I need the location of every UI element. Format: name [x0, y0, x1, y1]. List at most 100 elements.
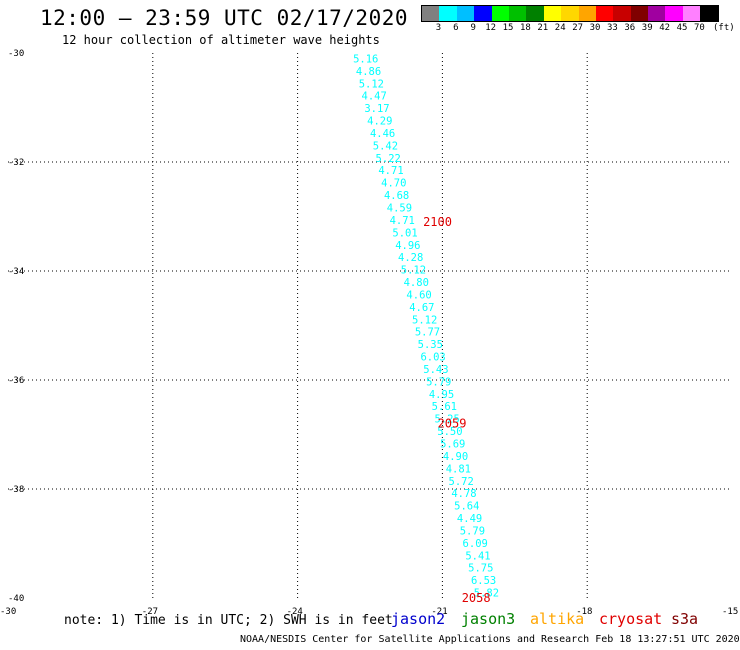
- x-tick-label: -27: [142, 607, 158, 617]
- legend-swatch: [456, 6, 475, 21]
- swh-value-label: 5.22: [376, 153, 401, 165]
- swh-value-label: 4.46: [370, 128, 395, 140]
- swh-value-label: 4.95: [429, 389, 454, 401]
- swh-value-label: 4.86: [356, 66, 381, 78]
- satellite-jason3: jason3: [461, 610, 516, 628]
- swh-value-label: 5.42: [373, 140, 398, 152]
- swh-value-label: 5.50: [437, 426, 462, 438]
- legend-swatch: [595, 6, 614, 21]
- legend-label: 6: [453, 23, 459, 33]
- y-tick-label: -30: [8, 49, 24, 59]
- legend-label: 21: [537, 23, 549, 33]
- swh-value-label: 5.12: [412, 314, 437, 326]
- legend-label: 30: [589, 23, 601, 33]
- satellite-s3a: s3a: [671, 610, 699, 628]
- swh-value-label: 5.25: [434, 414, 459, 426]
- legend-swatch: [508, 6, 527, 21]
- swh-value-label: 3.17: [364, 103, 389, 115]
- legend-label: 39: [641, 23, 653, 33]
- swh-value-label: 5.77: [415, 327, 440, 339]
- y-tick-label: -36: [8, 376, 24, 386]
- swh-value-label: 4.71: [378, 165, 403, 177]
- x-tick-label: -18: [576, 607, 592, 617]
- swh-value-label: 4.90: [443, 451, 468, 463]
- legend-swatch: [665, 6, 683, 21]
- legend-label: 36: [624, 23, 636, 33]
- legend-label: 33: [607, 23, 618, 33]
- satellite-altika: altika: [530, 610, 585, 628]
- swh-value-label: 6.03: [420, 352, 445, 364]
- swh-value-label: 6.09: [463, 538, 488, 550]
- swh-value-label: 4.47: [362, 91, 387, 103]
- pass-time-label: 2059: [438, 417, 467, 431]
- swh-value-label: 5.72: [449, 476, 474, 488]
- swh-value-label: 4.28: [398, 252, 423, 264]
- legend-swatch: [648, 6, 666, 21]
- legend-label: 15: [502, 23, 514, 33]
- legend-swatch: [439, 6, 457, 21]
- legend-swatch: [422, 6, 440, 21]
- pass-time-label: 2058: [462, 591, 491, 605]
- legend-swatch: [613, 6, 631, 21]
- legend-swatch: [561, 6, 579, 21]
- swh-value-label: 4.49: [457, 513, 482, 525]
- satellite-jason2: jason2: [391, 610, 446, 628]
- legend-swatch: [700, 6, 718, 21]
- y-tick-label: -38: [8, 485, 24, 495]
- swh-value-label: 5.69: [440, 438, 465, 450]
- y-tick-label: -34: [8, 267, 24, 277]
- legend-label: 9: [470, 23, 476, 33]
- units-note: note: 1) Time is in UTC; 2) SWH is in fe…: [64, 613, 393, 628]
- swh-value-label: 4.96: [395, 240, 420, 252]
- swh-value-label: 4.70: [381, 178, 406, 190]
- legend-label: 70: [694, 23, 705, 33]
- legend-label: 27: [572, 23, 584, 33]
- swh-value-label: 5.79: [460, 525, 485, 537]
- legend-swatch: [630, 6, 649, 21]
- swh-value-label: 4.60: [406, 289, 431, 301]
- credit-line: NOAA/NESDIS Center for Satellite Applica…: [240, 634, 740, 645]
- legend-label: 45: [676, 23, 688, 33]
- swh-value-label: 5.16: [353, 53, 378, 65]
- swh-value-label: 5.82: [474, 588, 499, 600]
- legend-label: 24: [554, 23, 566, 33]
- swh-value-label: 4.78: [451, 488, 476, 500]
- swh-value-label: 4.29: [367, 116, 392, 128]
- swh-value-label: 5.75: [468, 563, 493, 575]
- y-tick-label: -32: [8, 158, 24, 168]
- swh-value-label: 4.71: [390, 215, 415, 227]
- pass-time-label: 2100: [423, 215, 452, 229]
- legend-swatch: [543, 6, 562, 21]
- legend-label: 18: [520, 23, 531, 33]
- legend-label: 42: [659, 23, 671, 33]
- swh-value-label: 6.53: [471, 575, 496, 587]
- swh-value-label: 5.64: [454, 501, 479, 513]
- legend-swatch: [491, 6, 509, 21]
- swh-value-label: 5.43: [423, 364, 448, 376]
- swh-value-label: 5.35: [418, 339, 443, 351]
- legend-label: 12: [485, 23, 497, 33]
- legend-swatch: [682, 6, 701, 21]
- y-tick-label: -40: [8, 594, 24, 604]
- swh-value-label: 5.01: [392, 227, 417, 239]
- map-subtitle: 12 hour collection of altimeter wave hei…: [62, 33, 380, 47]
- satellite-cryosat: cryosat: [599, 610, 663, 628]
- swh-value-label: 4.81: [446, 463, 471, 475]
- legend-label: 3: [435, 23, 442, 33]
- swh-value-label: 4.80: [404, 277, 429, 289]
- swh-value-label: 4.67: [409, 302, 434, 314]
- legend-label: (ft): [713, 23, 735, 33]
- x-tick-label: -21: [431, 607, 447, 617]
- legend-swatch: [526, 6, 544, 21]
- x-tick-label: -24: [287, 607, 303, 617]
- swh-value-label: 5.61: [432, 401, 457, 413]
- swh-value-label: 5.12: [401, 265, 426, 277]
- x-tick-label: -30: [0, 607, 16, 617]
- x-tick-label: -15: [722, 607, 738, 617]
- map-title: 12:00 – 23:59 UTC 02/17/2020: [40, 6, 409, 30]
- swh-value-label: 5.41: [465, 550, 490, 562]
- swh-value-label: 4.68: [384, 190, 409, 202]
- legend-swatch: [474, 6, 492, 21]
- swh-value-label: 5.79: [426, 376, 451, 388]
